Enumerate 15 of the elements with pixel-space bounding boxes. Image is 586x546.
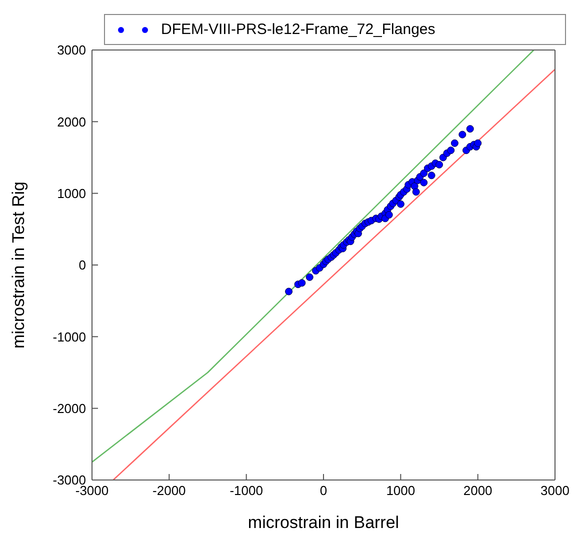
y-tick-label: -1000: [52, 329, 86, 344]
y-tick-label: 3000: [57, 42, 86, 58]
y-axis-title: microstrain in Test Rig: [9, 182, 28, 348]
x-tick-label: -2000: [152, 483, 186, 498]
y-tick-label: 1000: [57, 186, 86, 201]
legend-label: DFEM-VIII-PRS-le12-Frame_72_Flanges: [161, 21, 436, 38]
x-tick-label: -1000: [230, 483, 263, 498]
y-tick-label: 0: [78, 258, 86, 273]
y-tick-label: 2000: [57, 114, 86, 130]
x-tick-label: 0: [320, 483, 328, 498]
y-tick-label: -2000: [52, 400, 86, 416]
x-tick-label: 2000: [463, 483, 492, 498]
x-tick-label: 3000: [540, 483, 570, 498]
x-tick-label: 1000: [386, 483, 416, 498]
x-axis-title: microstrain in Barrel: [248, 513, 400, 532]
